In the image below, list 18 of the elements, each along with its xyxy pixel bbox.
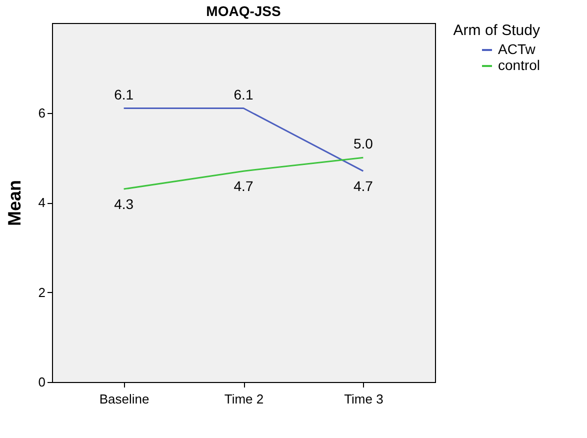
y-tick-label: 4 [38,195,46,210]
y-tick-label: 6 [38,105,46,120]
x-tick-label: Time 2 [224,392,264,406]
data-label: 6.1 [234,86,254,102]
data-label: 6.1 [114,86,134,102]
chart-title: MOAQ-JSS [206,3,281,19]
legend-label: control [498,57,540,73]
x-tick-label: Time 3 [344,392,384,406]
data-label: 4.7 [234,178,254,194]
x-tick-label: Baseline [99,392,150,406]
data-label: 5.0 [353,136,374,152]
y-axis-title: Mean [4,180,24,226]
y-tick-label: 2 [38,284,46,300]
data-label: 4.3 [114,196,134,212]
data-label: 4.7 [353,178,374,194]
y-tick-label: 0 [38,374,46,390]
legend-title: Arm of Study [453,22,540,39]
legend-label: ACTw [498,41,536,57]
